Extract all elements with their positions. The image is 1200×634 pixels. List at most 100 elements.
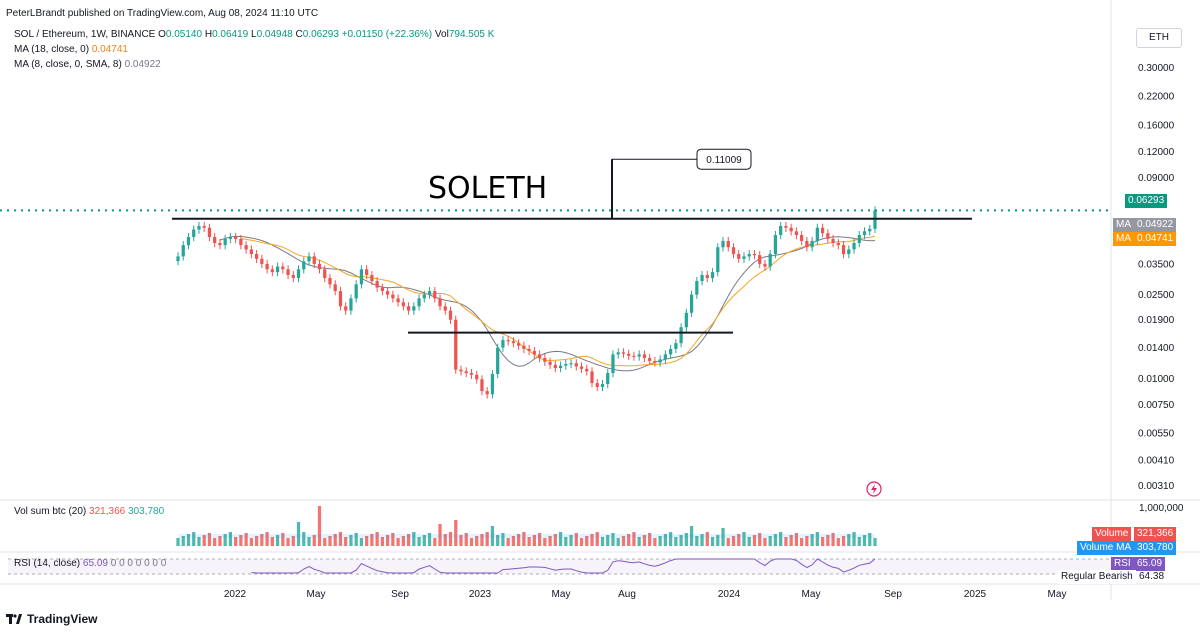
regular-bearish-value: 64.38 [1139,571,1165,582]
candle-body [192,229,196,237]
volume-bar [763,538,767,546]
volume-bar [616,538,620,546]
volume-bar [737,534,741,546]
volume-bar [627,534,631,546]
candle-body [847,249,851,255]
candles [176,206,877,399]
volume-bar [385,535,390,546]
volume-bar [836,538,840,546]
time-tick-label: Sep [391,589,409,600]
ma8-legend[interactable]: MA (8, close, 0, SMA, 8) 0.04922 [14,59,161,70]
candle-body [548,361,552,365]
candle-body [579,366,584,369]
volume-bar [506,538,510,546]
volume-bar [543,538,547,546]
candle-body [716,247,720,273]
volume-bar [333,534,337,546]
candle-body [663,354,668,360]
volume-bar [475,536,479,546]
volume-bar [852,532,856,546]
volume-bar [270,537,274,546]
volume-bar [800,538,804,546]
volume-bar [758,533,762,546]
volume-bar [695,536,699,546]
price-tick-label: 0.01000 [1138,374,1175,385]
symbol-label[interactable]: SOL / Ethereum, 1W, BINANCE [14,29,156,40]
candle-body [679,327,683,344]
volume-bar [244,533,248,546]
volume-bar [511,536,516,546]
rsi-tag-label: RSI [1111,557,1134,571]
chart-title: SOLETH [428,171,547,206]
volume-bar [579,538,584,546]
candle-body [810,240,814,248]
price-tick-label: 0.01400 [1138,343,1175,354]
currency-unit-button[interactable]: ETH [1136,28,1182,48]
volume-bar [862,535,867,546]
candle-body [800,235,804,241]
volume-legend[interactable]: Vol sum btc (20) 321,366 303,780 [14,506,165,517]
candle-body [385,291,390,295]
volume-bar [637,537,641,546]
publish-line: PeterLBrandt published on TradingView.co… [6,8,319,19]
candle-body [338,291,343,307]
candle-body [213,236,217,243]
volume-bar [469,538,474,546]
candle-body [433,291,437,299]
volume-bar [642,535,647,546]
candle-body [763,263,767,267]
candle-body [527,348,531,351]
ma8-tag-label: MA [1113,218,1134,232]
candle-body [254,254,259,259]
volume-bar [438,524,442,546]
time-tick-label: May [802,589,821,600]
volume-bar [223,534,227,546]
candle-body [627,353,631,356]
volume-bar [296,522,301,546]
volume-bar [202,535,206,546]
pane-separators [0,0,1200,600]
volume-bar [254,536,259,546]
volume-bar [260,534,264,546]
ma8-price-tag: 0.04922 [1134,218,1177,232]
volume-bar [176,538,180,546]
volume-bar [873,538,877,546]
candle-body [454,319,458,370]
time-tick-label: Sep [884,589,902,600]
candle-body [747,254,751,257]
volume-readout: Vol794.505 K [434,29,495,40]
volume-bar [779,532,783,546]
candle-body [642,354,647,358]
volume-bar [496,535,500,546]
candle-body [469,373,474,375]
volume-bar [401,536,405,546]
volume-bar [674,537,678,546]
candle-body [648,357,652,361]
candle-body [302,261,306,270]
candle-body [307,256,311,262]
volume-bar [810,534,814,546]
candle-body [375,281,379,288]
volume-tag-value: 321,366 [1134,527,1177,541]
target-callout-box [696,148,752,170]
candle-body [574,363,578,367]
candle-body [831,238,835,243]
volume-bar [459,535,463,546]
volume-bar [480,534,484,546]
candle-body [417,298,421,307]
regular-bearish-label: Regular Bearish [1058,570,1136,584]
candle-body [726,240,730,248]
volume-bar [338,532,343,546]
price-tick-label: 0.01900 [1138,315,1175,326]
candle-body [244,245,248,250]
volume-bar [789,535,793,546]
ma18-legend[interactable]: MA (18, close, 0) 0.04741 [14,44,128,55]
volume-bar [433,538,437,546]
candle-body [522,345,526,349]
volume-bar [747,537,751,546]
candle-body [637,354,641,357]
volume-bar [700,534,704,546]
rsi-legend[interactable]: RSI (14, close) 65.09 0 0 0 0 0 0 0 [14,558,167,569]
price-tick-label: 0.00310 [1138,481,1175,492]
